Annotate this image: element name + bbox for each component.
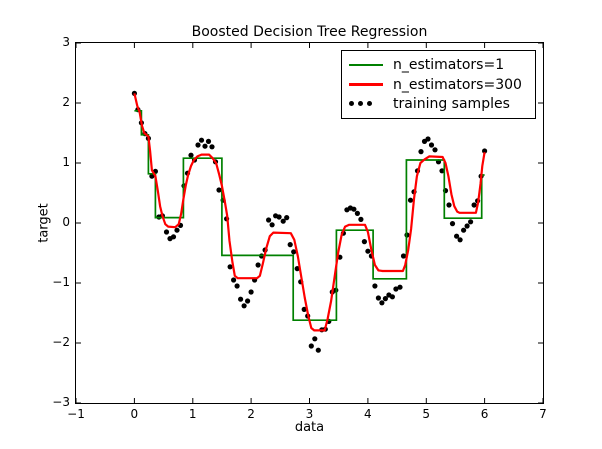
x-tick-label: 5 bbox=[422, 407, 431, 421]
training-sample-dot bbox=[372, 283, 378, 289]
training-sample-dot bbox=[248, 289, 254, 295]
y-tick-label: 0 bbox=[62, 215, 70, 229]
legend-dots-sample bbox=[349, 101, 383, 107]
red-line-icon bbox=[349, 83, 383, 86]
training-sample-dot bbox=[216, 187, 222, 193]
y-tick-label: −2 bbox=[52, 335, 70, 349]
x-tick-label: 7 bbox=[539, 407, 547, 421]
training-sample-dot bbox=[464, 223, 470, 229]
legend-label: training samples bbox=[393, 95, 510, 112]
legend-green-line-sample bbox=[349, 64, 383, 67]
training-sample-dot bbox=[202, 143, 208, 149]
legend-red-line-sample bbox=[349, 83, 383, 86]
training-sample-dot bbox=[418, 149, 424, 155]
legend-item-n-estimators-300: n_estimators=300 bbox=[349, 78, 528, 92]
training-sample-dot bbox=[241, 303, 247, 309]
training-sample-dot bbox=[407, 197, 414, 203]
training-sample-dot bbox=[280, 218, 286, 224]
training-sample-dot bbox=[205, 138, 212, 144]
training-sample-dot bbox=[170, 234, 177, 240]
x-tick-label: 3 bbox=[305, 407, 314, 421]
dot-icon bbox=[349, 101, 354, 107]
training-sample-dot bbox=[375, 295, 381, 301]
green-line-icon bbox=[349, 64, 383, 67]
training-sample-dot bbox=[365, 248, 371, 254]
x-tick-label: 0 bbox=[130, 407, 139, 421]
training-sample-dot bbox=[163, 229, 170, 235]
training-sample-dot bbox=[238, 296, 244, 302]
training-sample-dot bbox=[269, 222, 275, 228]
legend-label: n_estimators=1 bbox=[393, 57, 505, 74]
training-sample-dot bbox=[266, 217, 272, 223]
training-sample-dot bbox=[389, 294, 395, 300]
training-sample-dot bbox=[428, 142, 435, 148]
training-sample-dot bbox=[276, 214, 282, 220]
training-sample-dot bbox=[255, 262, 261, 268]
legend: n_estimators=1 n_estimators=300 training… bbox=[341, 50, 536, 119]
training-sample-dot bbox=[379, 300, 385, 306]
chart-title: Boosted Decision Tree Regression bbox=[191, 24, 428, 40]
training-sample-dot bbox=[315, 347, 321, 353]
y-tick-label: 1 bbox=[62, 155, 70, 169]
training-sample-dot bbox=[471, 202, 477, 208]
x-tick-label: 2 bbox=[247, 407, 255, 421]
legend-label: n_estimators=300 bbox=[393, 76, 522, 93]
training-sample-dot bbox=[234, 283, 240, 289]
training-sample-dot bbox=[468, 219, 474, 225]
training-sample-dot bbox=[209, 144, 215, 150]
x-axis-label: data bbox=[294, 420, 325, 435]
plot-area: n_estimators=1 n_estimators=300 training… bbox=[75, 42, 544, 404]
x-tick-label: −1 bbox=[67, 407, 85, 421]
x-tick-label: 6 bbox=[480, 407, 489, 421]
x-tick-label: 1 bbox=[188, 407, 197, 421]
training-sample-dot bbox=[393, 286, 399, 292]
legend-item-n-estimators-1: n_estimators=1 bbox=[349, 58, 528, 72]
training-sample-dot bbox=[358, 216, 364, 222]
training-sample-dot bbox=[231, 277, 237, 283]
training-sample-dot bbox=[284, 215, 290, 221]
training-sample-dot bbox=[425, 136, 431, 142]
plot-canvas bbox=[76, 43, 543, 403]
dot-icon bbox=[367, 101, 372, 107]
training-sample-dot bbox=[439, 168, 445, 174]
training-sample-dot bbox=[354, 210, 360, 216]
training-sample-dot bbox=[291, 249, 297, 255]
training-sample-dot bbox=[195, 142, 201, 148]
y-tick-label: 3 bbox=[62, 35, 70, 49]
training-sample-dot bbox=[149, 173, 155, 179]
series-line-n-estimators-1 bbox=[134, 109, 485, 322]
training-sample-dot bbox=[294, 266, 300, 272]
training-sample-dot bbox=[432, 147, 438, 153]
training-sample-dot bbox=[351, 206, 357, 212]
training-sample-dot bbox=[382, 296, 388, 302]
training-sample-dot bbox=[361, 239, 367, 245]
series-line-n-estimators-300 bbox=[133, 93, 486, 332]
training-sample-dot bbox=[188, 152, 194, 158]
y-tick-label: −1 bbox=[52, 275, 70, 289]
training-sample-dot bbox=[454, 233, 460, 239]
training-sample-dot bbox=[397, 284, 403, 290]
y-tick-label: 2 bbox=[62, 95, 70, 109]
training-sample-dot bbox=[482, 148, 488, 154]
y-tick-label: −3 bbox=[52, 395, 70, 409]
training-sample-dot bbox=[227, 264, 233, 270]
training-sample-dot bbox=[461, 227, 467, 233]
dot-icon bbox=[358, 101, 363, 107]
x-tick-label: 4 bbox=[364, 407, 372, 421]
training-sample-dot bbox=[287, 242, 293, 248]
training-sample-dot bbox=[457, 237, 463, 243]
training-sample-dot bbox=[446, 202, 452, 208]
legend-item-training-samples: training samples bbox=[349, 97, 528, 111]
training-sample-dot bbox=[312, 336, 318, 342]
training-sample-dot bbox=[400, 253, 407, 259]
training-sample-dot bbox=[245, 298, 251, 304]
training-sample-dot bbox=[198, 137, 205, 143]
training-sample-dot bbox=[449, 221, 456, 227]
training-sample-dot bbox=[308, 343, 314, 349]
training-sample-dot bbox=[174, 227, 180, 233]
training-sample-dot bbox=[301, 306, 307, 312]
